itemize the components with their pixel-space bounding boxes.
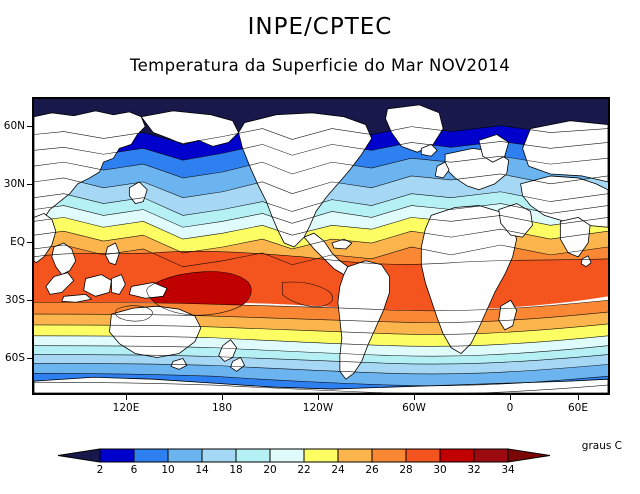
x-tickmark — [222, 395, 223, 400]
colorbar-tick-label: 30 — [433, 464, 447, 476]
colorbar-cell — [235, 448, 271, 463]
colorbar-tick-label: 6 — [130, 464, 138, 476]
colorbar-tick-label: 18 — [229, 464, 243, 476]
y-tickmark — [27, 184, 32, 185]
colorbar-tick-label: 26 — [365, 464, 379, 476]
page-title: INPE/CPTEC — [247, 14, 393, 40]
colorbar-cell — [133, 448, 169, 463]
colorbar-extend-high — [507, 448, 551, 463]
x-tickmark — [414, 395, 415, 400]
colorbar-tick-label: 24 — [331, 464, 345, 476]
y-tickmark — [27, 242, 32, 243]
colorbar-cell — [473, 448, 509, 463]
colorbar-extend-low — [57, 448, 101, 463]
colorbar: graus C 2 6 10 14 18 20 22 24 26 28 30 32 34 — [0, 440, 640, 494]
colorbar-tick-label: 10 — [161, 464, 175, 476]
colorbar-tick-label: 34 — [501, 464, 515, 476]
x-axis-tick-label: 60W — [402, 402, 426, 414]
y-axis-tick-label: EQ — [10, 236, 25, 248]
y-axis-tick-label: 30N — [3, 178, 25, 190]
colorbar-cell — [167, 448, 203, 463]
map-plot-area — [32, 97, 610, 395]
x-axis-tick-label: 60E — [568, 402, 588, 414]
y-axis-tick-label: 30S — [4, 294, 25, 306]
colorbar-cell — [439, 448, 475, 463]
colorbar-swatches — [57, 448, 551, 463]
colorbar-units-label: graus C — [581, 440, 622, 452]
y-tickmark — [27, 358, 32, 359]
x-tickmark — [318, 395, 319, 400]
x-tickmark — [126, 395, 127, 400]
x-axis-tick-label: 120E — [112, 402, 140, 414]
y-tickmark — [27, 126, 32, 127]
x-axis-tick-label: 180 — [211, 402, 233, 414]
x-tickmark — [578, 395, 579, 400]
colorbar-tick-label: 28 — [399, 464, 413, 476]
y-tickmark — [27, 300, 32, 301]
x-tickmark — [510, 395, 511, 400]
page-subtitle: Temperatura da Superficie do Mar NOV2014 — [129, 56, 511, 75]
colorbar-cell — [405, 448, 441, 463]
colorbar-cell — [371, 448, 407, 463]
y-axis-tick-label: 60N — [3, 120, 25, 132]
map-canvas — [34, 99, 608, 393]
colorbar-cell — [201, 448, 237, 463]
colorbar-cell — [303, 448, 339, 463]
colorbar-tick-label: 14 — [195, 464, 209, 476]
colorbar-cell — [99, 448, 135, 463]
y-axis-tick-label: 60S — [4, 352, 25, 364]
colorbar-tick-label: 32 — [467, 464, 481, 476]
colorbar-cell — [269, 448, 305, 463]
colorbar-tick-label: 20 — [263, 464, 277, 476]
colorbar-cell — [337, 448, 373, 463]
x-axis-tick-label: 120W — [302, 402, 334, 414]
colorbar-tick-label: 2 — [96, 464, 104, 476]
x-axis-tick-label: 0 — [506, 402, 514, 414]
colorbar-tick-label: 22 — [297, 464, 311, 476]
